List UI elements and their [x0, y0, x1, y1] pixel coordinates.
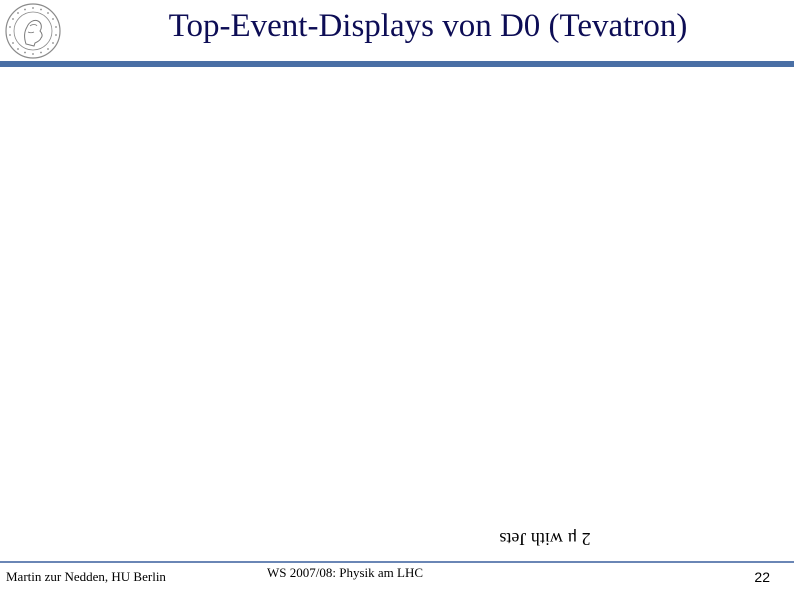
page-title: Top-Event-Displays von D0 (Tevatron)	[168, 8, 688, 44]
figure-caption: 2 μ with Jets	[499, 529, 591, 549]
footer-course: WS 2007/08: Physik am LHC	[267, 565, 424, 580]
footer-author: Martin zur Nedden, HU Berlin	[6, 569, 166, 584]
university-seal-icon	[5, 3, 61, 59]
page-number: 22	[754, 569, 770, 585]
title-divider	[0, 61, 794, 67]
footer-divider	[0, 561, 794, 563]
